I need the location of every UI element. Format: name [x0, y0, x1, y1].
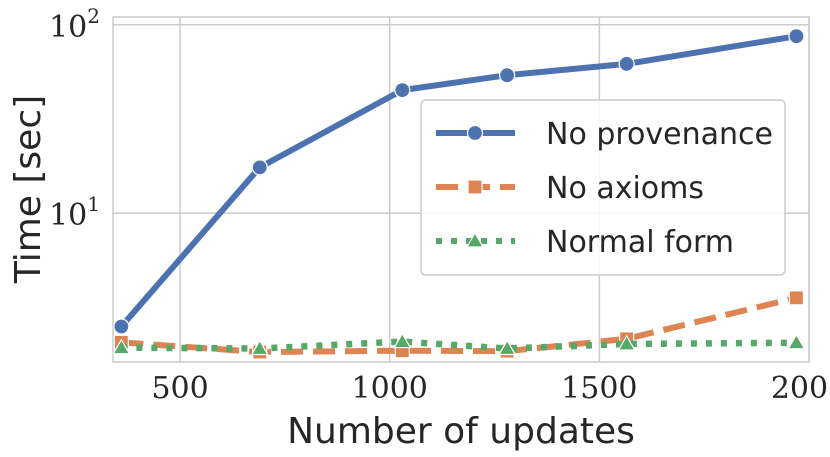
legend-label: Normal form [546, 225, 734, 260]
legend-item: Normal form [436, 225, 734, 260]
data-point [788, 290, 805, 306]
legend-box [420, 99, 786, 276]
y-tick-exponent: 2 [87, 4, 100, 28]
series-line [119, 33, 797, 329]
y-tick-label: 102 [49, 4, 100, 45]
y-tick-base: 10 [49, 10, 87, 45]
x-tick-label: 1000 [352, 371, 428, 406]
data-point [393, 332, 412, 349]
y-axis-label: Time [sec] [8, 95, 49, 284]
data-point [499, 67, 516, 84]
data-point [498, 339, 517, 356]
legend-marker [466, 124, 484, 142]
legend-label: No provenance [546, 117, 773, 152]
legend-item: No provenance [436, 117, 773, 152]
y-tick-base: 10 [49, 198, 87, 233]
data-point [787, 333, 806, 350]
y-tick-label: 101 [49, 192, 100, 233]
series-no-provenance [113, 28, 805, 335]
data-point [251, 159, 268, 176]
legend-marker [467, 179, 483, 195]
data-point [113, 318, 130, 335]
data-point [394, 82, 411, 99]
x-tick-label: 1500 [561, 371, 637, 406]
x-tick-label: 500 [151, 371, 208, 406]
legend-label: No axioms [546, 171, 704, 206]
series-line [121, 338, 797, 352]
data-point [250, 339, 269, 356]
series-line [121, 294, 798, 356]
legend-marker [465, 231, 485, 248]
series-normal-form [112, 332, 806, 356]
legend-item: No axioms [436, 171, 704, 206]
legend: No provenance No axioms Normal form [420, 99, 786, 276]
x-tick-label: 2000 [771, 371, 830, 406]
data-point [617, 334, 636, 351]
data-point [112, 338, 131, 355]
data-point [788, 28, 805, 45]
data-point [618, 55, 635, 72]
x-axis-ticks: 500 1000 1500 2000 [151, 371, 830, 406]
y-tick-exponent: 1 [87, 192, 100, 216]
x-axis-label: Number of updates [287, 411, 635, 452]
series-layer [112, 28, 806, 360]
